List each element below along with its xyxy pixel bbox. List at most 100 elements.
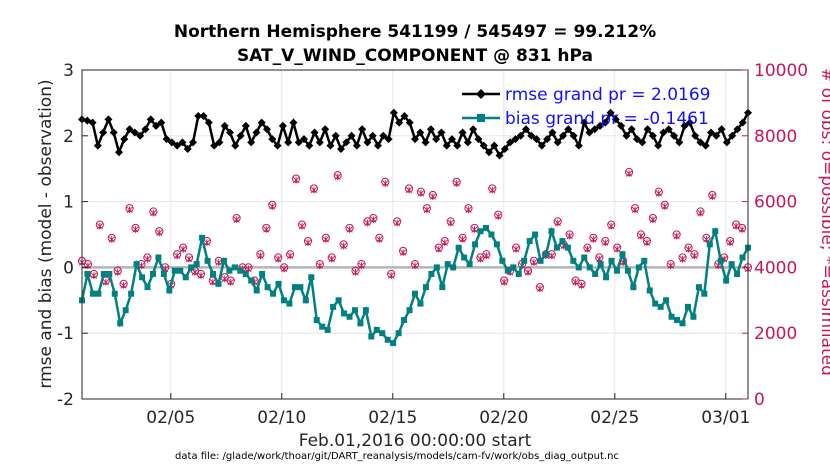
rmse-point [352,141,361,150]
bias-point [510,264,517,271]
obs-assimilated-point [334,173,341,181]
y-tick-label: 3 [63,61,74,81]
rmse-point [204,118,213,127]
rmse-point [691,131,700,140]
obs-assimilated-point [209,278,216,286]
obs-assimilated-point [269,203,276,210]
rmse-point [426,125,435,134]
y-tick-label: 2 [63,127,74,147]
obs-assimilated-point [435,245,442,253]
obs-assimilated-point [417,190,425,197]
bias-point [139,274,146,281]
bias-point [488,231,495,238]
obs-assimilated-point [524,268,532,276]
rmse-point [585,128,594,137]
bias-point [128,290,135,297]
obs-assimilated-point [495,213,502,220]
rmse-point [564,125,573,134]
rmse-point [738,118,747,127]
obs-assimilated-point [703,236,710,243]
y2-tick-label: 0 [754,390,765,410]
bias-point [237,267,244,274]
rmse-point [506,138,515,147]
rmse-point [553,138,562,147]
rmse-point [511,135,520,144]
x-axis-ticks: 02/05 02/10 02/15 02/20 02/25 03/01 [146,393,750,428]
obs-assimilated-point [287,252,294,260]
rmse-point [617,121,626,130]
rmse-point [247,138,256,147]
rmse-point [722,138,731,147]
bias-point [362,307,369,314]
obs-assimilated-point [477,255,484,263]
rmse-point [294,138,303,147]
obs-assimilated-point [120,282,127,289]
rmse-point [157,118,166,127]
obs-assimilated-point [114,268,121,276]
obs-assimilated-point [376,236,383,243]
rmse-point [516,131,525,140]
bias-point [690,313,697,320]
bias-point [674,317,681,324]
bias-point [668,313,675,320]
obs-assimilated-point [554,219,561,227]
rmse-point [670,131,678,140]
obs-assimilated-point [441,239,448,247]
bias-point [493,241,500,248]
obs-assimilated-point [566,232,573,240]
bias-point [723,277,730,284]
bias-point [177,267,184,274]
bias-point [144,284,151,291]
rmse-point [437,128,446,137]
rmse-point [522,125,530,134]
legend-rmse-marker [476,89,486,99]
y-tick-label: 0 [63,258,74,278]
bias-point [215,280,222,287]
rmse-point [300,135,308,144]
obs-assimilated-point [281,265,288,273]
obs-assimilated-point [608,222,615,230]
bias-point [84,270,91,277]
rmse-point [733,125,742,134]
rmse-point [199,112,208,121]
y2-tick-label: 8000 [754,127,797,147]
obs-assimilated-point [655,190,662,197]
rmse-point [284,138,293,147]
rmse-point [675,138,684,147]
rmse-point [125,125,134,134]
obs-assimilated-point [584,245,591,253]
rmse-point [622,131,631,140]
bias-point [275,280,282,287]
bias-point [253,287,260,294]
bias-point [226,267,233,274]
obs-assimilated-point [174,252,181,260]
rmse-point [569,131,578,140]
bias-point [472,241,479,248]
obs-assimilated-point [144,255,151,263]
bias-point [499,257,506,264]
bias-point [646,287,653,294]
bias-point [734,270,741,277]
obs-assimilated-point [548,252,555,260]
bias-point [270,290,277,297]
bias-point [537,257,544,264]
rmse-point [136,131,145,140]
bias-point [384,336,391,343]
rmse-point [252,128,261,137]
bias-point [439,284,446,291]
bias-point [706,241,713,248]
rmse-point [337,144,345,153]
rmse-point [273,141,282,150]
obs-assimilated-point [536,285,543,293]
rmse-point [130,128,139,137]
rmse-point [432,135,441,144]
bias-point [166,287,173,294]
bias-point [532,231,539,238]
obs-assimilated-point [203,239,210,247]
bias-point [297,284,304,291]
rmse-point [194,112,203,121]
bias-point [106,270,113,277]
rmse-point [648,131,657,140]
obs-assimilated-point [405,186,413,194]
footer-datafile: data file: /glade/work/thoar/git/DART_re… [175,451,619,462]
